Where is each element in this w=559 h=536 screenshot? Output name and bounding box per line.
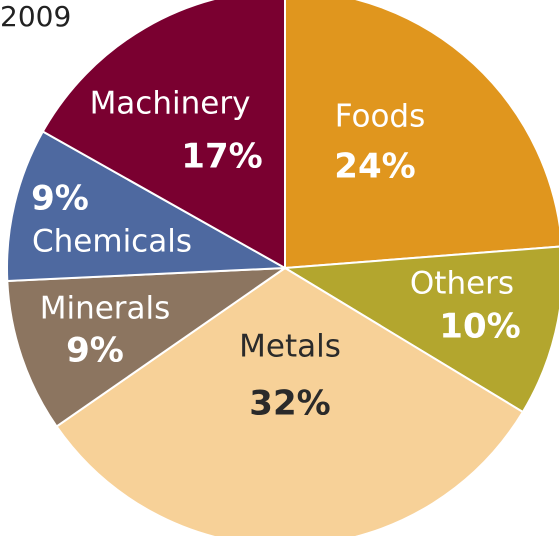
pie: [6, 0, 559, 536]
slice-label: Chemicals: [32, 224, 192, 260]
slice-label: Minerals: [40, 291, 171, 327]
pie-slice: [55, 266, 525, 536]
value-label: 32%: [249, 384, 330, 424]
value-label: 10%: [439, 307, 520, 347]
pie-slice: [6, 266, 289, 428]
slice-label: Foods: [335, 99, 426, 135]
chart-title: 2009: [0, 0, 71, 33]
pie-slice: [41, 0, 286, 270]
slice-label: Machinery: [90, 86, 251, 122]
value-label: 9%: [66, 331, 124, 371]
pie-slice: [6, 130, 289, 283]
slice-label: Others: [410, 266, 514, 302]
labels: Foods 24% Others 10% Metals 32% Minerals 9% Chem…: [31, 86, 521, 424]
value-label: 17%: [181, 137, 262, 177]
slice-label: Metals: [239, 329, 341, 365]
pie-slice: [284, 0, 559, 270]
value-label: 9%: [31, 179, 89, 219]
value-label: 24%: [334, 147, 415, 187]
pie-slice: [281, 245, 559, 414]
